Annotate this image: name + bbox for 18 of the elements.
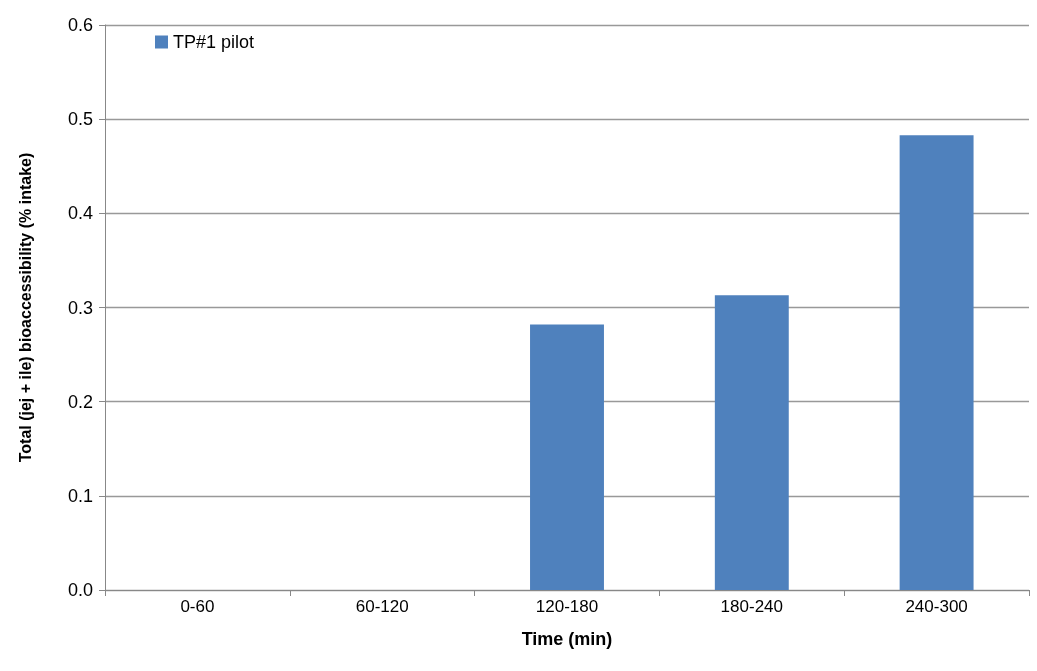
x-tick-label: 0-60 bbox=[180, 597, 215, 616]
x-axis-title: Time (min) bbox=[521, 629, 613, 649]
bar bbox=[899, 135, 974, 590]
x-tick-label: 60-120 bbox=[355, 597, 409, 616]
y-tick-label: 0.1 bbox=[67, 485, 93, 506]
x-tick-label: 240-300 bbox=[905, 597, 968, 616]
y-tick-label: 0.4 bbox=[67, 203, 93, 224]
x-tick-label: 180-240 bbox=[720, 597, 783, 616]
y-axis-title: Total (jej + ile) bioaccessibility (% intake) bbox=[16, 152, 34, 463]
bar bbox=[530, 324, 604, 590]
y-tick-label: 0.6 bbox=[67, 15, 93, 35]
y-tick-label: 0.3 bbox=[67, 297, 93, 318]
y-tick-label: 0.2 bbox=[67, 391, 93, 412]
x-tick-label: 120-180 bbox=[535, 597, 599, 616]
legend-label: TP#1 pilot bbox=[173, 32, 255, 52]
y-tick-label: 0.0 bbox=[67, 580, 93, 600]
y-tick-label: 0.5 bbox=[67, 109, 93, 130]
bar bbox=[714, 295, 789, 590]
